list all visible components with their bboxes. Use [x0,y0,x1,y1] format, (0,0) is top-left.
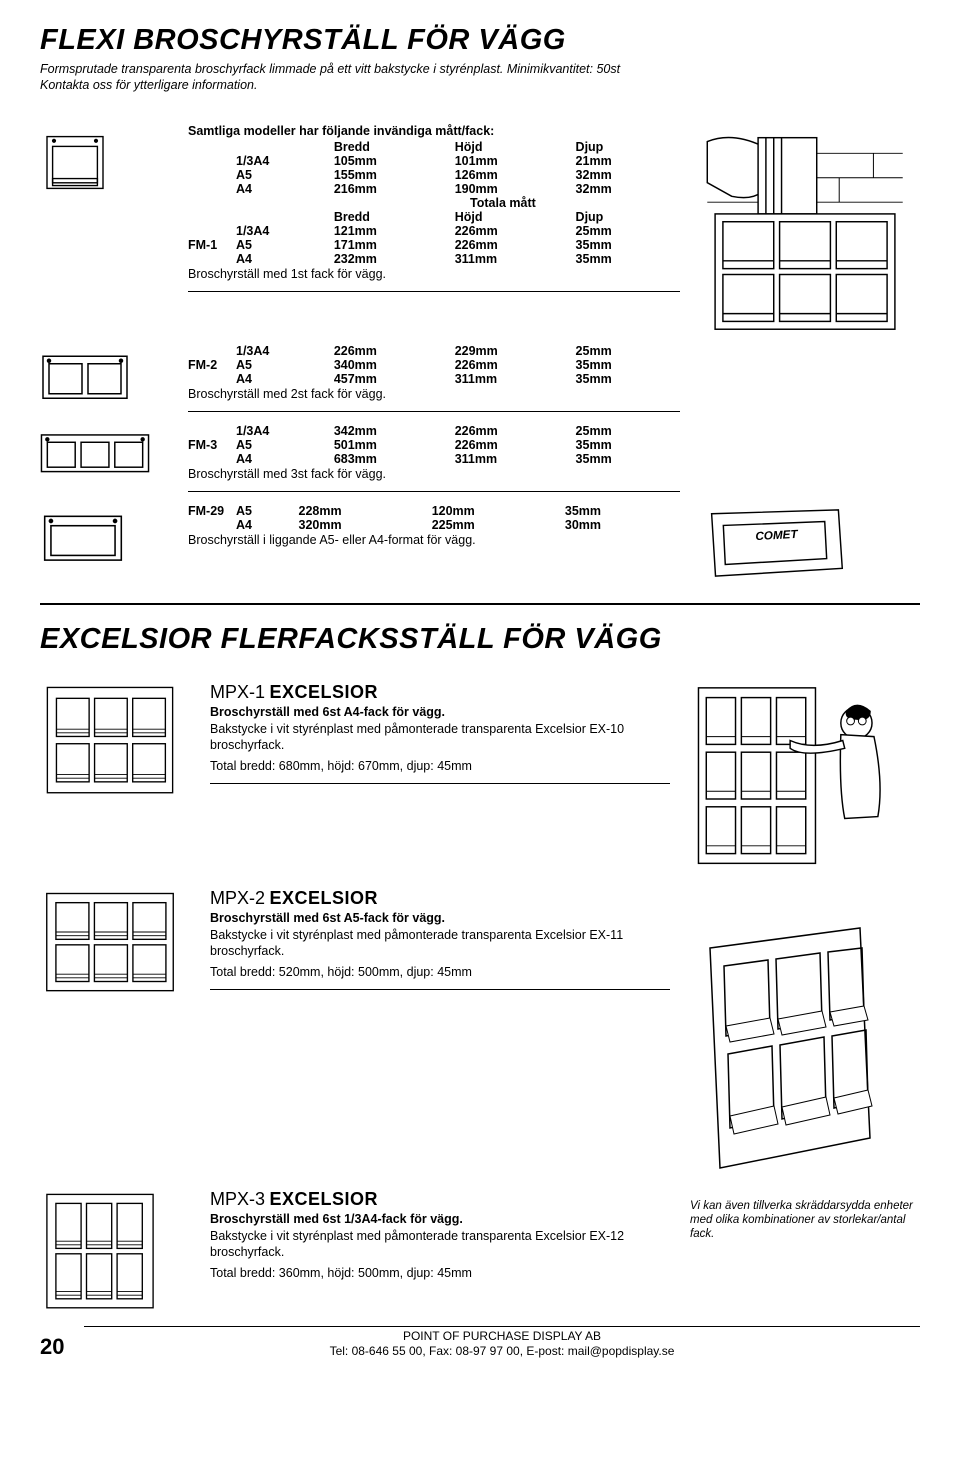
mpx3-desc: Bakstycke i vit styrénplast med påmonter… [210,1228,670,1261]
hero-illustration [700,124,920,344]
fm2-data: 1/3A4226mm229mm25mm FM-2A5340mm226mm35mm… [170,344,700,424]
mpx2-sub: Broschyrställ med 6st A5-fack för vägg. [210,911,670,925]
fm3-table: 1/3A4342mm226mm25mm FM-3A5501mm226mm35mm… [188,424,680,466]
page-title-1: FLEXI BROSCHYRSTÄLL FÖR VÄGG [40,24,920,57]
page-title-2: EXCELSIOR FLERFACKSSTÄLL FÖR VÄGG [40,623,920,656]
divider [188,491,680,492]
fm2-thumb [40,344,170,406]
svg-text:COMET: COMET [755,527,799,542]
inner-table: BreddHöjdDjup 1/3A4105mm101mm21mm A5155m… [188,140,680,266]
footnote: Vi kan även tillverka skräddarsydda enhe… [690,1199,920,1242]
mpx1-sub: Broschyrställ med 6st A4-fack för vägg. [210,705,670,719]
fm29-thumb [40,504,170,568]
fm1-data: Samtliga modeller har följande invändiga… [170,124,700,304]
mpx2-body: MPX-2 EXCELSIOR Broschyrställ med 6st A5… [190,888,690,1003]
divider [210,989,670,990]
fm3-thumb [40,424,170,478]
page-footer: 20 POINT OF PURCHASE DISPLAY AB Tel: 08-… [40,1326,920,1360]
fm29-data: FM-29A5228mm120mm35mm A4320mm225mm30mm B… [170,504,700,547]
mpx1-body: MPX-1 EXCELSIOR Broschyrställ med 6st A4… [190,682,690,797]
fm29-caption: Broschyrställ i liggande A5- eller A4-fo… [188,533,680,547]
contact-line: Tel: 08-646 55 00, Fax: 08-97 97 00, E-p… [84,1344,920,1360]
mpx1-dims: Total bredd: 680mm, höjd: 670mm, djup: 4… [210,759,670,773]
mpx2-code: MPX-2 [210,888,265,908]
fm2-table: 1/3A4226mm229mm25mm FM-2A5340mm226mm35mm… [188,344,680,386]
mpx3-dims: Total bredd: 360mm, höjd: 500mm, djup: 4… [210,1266,670,1280]
mpx1-thumb [40,682,190,805]
fm2-caption: Broschyrställ med 2st fack för vägg. [188,387,680,401]
mpx3-sub: Broschyrställ med 6st 1/3A4-fack för väg… [210,1212,670,1226]
mpx1-code: MPX-1 [210,682,265,702]
company-name: POINT OF PURCHASE DISPLAY AB [84,1329,920,1345]
spec-header: Samtliga modeller har följande invändiga… [188,124,680,138]
mpx2-desc: Bakstycke i vit styrénplast med påmonter… [210,927,670,960]
brand: EXCELSIOR [269,888,378,908]
fm1-thumb [40,124,170,195]
mpx2-dims: Total bredd: 520mm, höjd: 500mm, djup: 4… [210,965,670,979]
fm3-caption: Broschyrställ med 3st fack för vägg. [188,467,680,481]
person-illustration [690,682,920,882]
section-divider [40,603,920,605]
mpx2-thumb [40,888,190,1003]
comet-illustration: COMET [700,504,920,587]
mpx1-desc: Bakstycke i vit styrénplast med påmonter… [210,721,670,754]
page-number: 20 [40,1334,84,1360]
mpx3-thumb [40,1189,190,1320]
fm3-data: 1/3A4342mm226mm25mm FM-3A5501mm226mm35mm… [170,424,700,504]
brand: EXCELSIOR [269,682,378,702]
intro-text: Formsprutade transparenta broschyrfack l… [40,61,920,94]
fm1-caption: Broschyrställ med 1st fack för vägg. [188,267,680,281]
divider [188,291,680,292]
divider [210,783,670,784]
brand: EXCELSIOR [269,1189,378,1209]
iso-illustration [690,888,920,1183]
fm29-table: FM-29A5228mm120mm35mm A4320mm225mm30mm [188,504,680,532]
mpx3-code: MPX-3 [210,1189,265,1209]
divider [188,411,680,412]
mpx3-body: MPX-3 EXCELSIOR Broschyrställ med 6st 1/… [190,1189,690,1281]
